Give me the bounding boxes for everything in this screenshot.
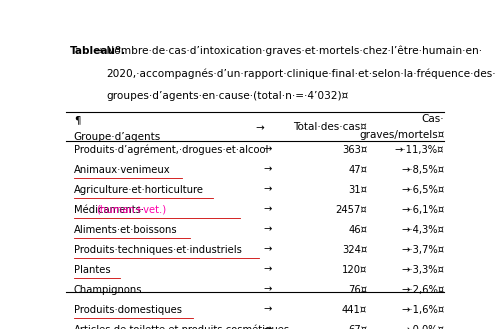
Text: →: → bbox=[263, 305, 271, 315]
Text: 67¤: 67¤ bbox=[348, 325, 367, 329]
Text: Cas·: Cas· bbox=[422, 114, 444, 124]
Text: Médicaments·: Médicaments· bbox=[74, 205, 144, 215]
Text: Produits·techniques·et·industriels: Produits·techniques·et·industriels bbox=[74, 245, 242, 255]
Text: 31¤: 31¤ bbox=[348, 185, 367, 195]
Text: 47¤: 47¤ bbox=[348, 164, 367, 175]
Text: Groupe·d’agents: Groupe·d’agents bbox=[74, 132, 161, 142]
Text: →·8,5%¤: →·8,5%¤ bbox=[401, 164, 444, 175]
Text: 363¤: 363¤ bbox=[342, 145, 367, 155]
Text: 46¤: 46¤ bbox=[348, 225, 367, 235]
Text: →·0,0%¤: →·0,0%¤ bbox=[401, 325, 444, 329]
Text: 2457¤: 2457¤ bbox=[335, 205, 367, 215]
Text: Tableauº.: Tableauº. bbox=[70, 46, 126, 56]
Text: Animaux·venimeux: Animaux·venimeux bbox=[74, 164, 170, 175]
Text: →·11,3%¤: →·11,3%¤ bbox=[395, 145, 444, 155]
Text: Aliments·et·boissons: Aliments·et·boissons bbox=[74, 225, 177, 235]
Text: →: → bbox=[263, 285, 271, 295]
Text: →: → bbox=[263, 205, 271, 215]
Text: →·3,3%¤: →·3,3%¤ bbox=[401, 265, 444, 275]
Text: →: → bbox=[255, 123, 264, 133]
Text: →·6,1%¤: →·6,1%¤ bbox=[401, 205, 444, 215]
Text: 441¤: 441¤ bbox=[342, 305, 367, 315]
Text: Produits·d’agrément,·drogues·et·alcool: Produits·d’agrément,·drogues·et·alcool bbox=[74, 145, 268, 155]
Text: →: → bbox=[263, 185, 271, 195]
Text: →·1,6%¤: →·1,6%¤ bbox=[401, 305, 444, 315]
Text: →·2,6%¤: →·2,6%¤ bbox=[401, 285, 444, 295]
Text: groupes·d’agents·en·cause·(total·n·=·4’032)¤: groupes·d’agents·en·cause·(total·n·=·4’0… bbox=[107, 91, 349, 101]
Text: 324¤: 324¤ bbox=[342, 245, 367, 255]
Text: →: → bbox=[263, 164, 271, 175]
Text: Agriculture·et·horticulture: Agriculture·et·horticulture bbox=[74, 185, 204, 195]
Text: 2020,·accompagnés·d’un·rapport·clinique·final·et·selon·la·fréquence·des·: 2020,·accompagnés·d’un·rapport·clinique·… bbox=[107, 69, 497, 79]
Text: →: → bbox=[263, 145, 271, 155]
Text: 120¤: 120¤ bbox=[342, 265, 367, 275]
Text: 76¤: 76¤ bbox=[348, 285, 367, 295]
Text: ¶: ¶ bbox=[74, 115, 80, 125]
Text: →: → bbox=[263, 265, 271, 275]
Text: →·4,3%¤: →·4,3%¤ bbox=[401, 225, 444, 235]
Text: →·6,5%¤: →·6,5%¤ bbox=[401, 185, 444, 195]
Text: graves/mortels¤: graves/mortels¤ bbox=[359, 130, 444, 140]
Text: Champignons: Champignons bbox=[74, 285, 142, 295]
Text: →·3,7%¤: →·3,7%¤ bbox=[401, 245, 444, 255]
Text: → Nombre·de·cas·d’intoxication·graves·et·mortels·chez·l’être·humain·en·: → Nombre·de·cas·d’intoxication·graves·et… bbox=[91, 46, 483, 56]
Text: Plantes: Plantes bbox=[74, 265, 111, 275]
Text: →: → bbox=[263, 225, 271, 235]
Text: Total·des·cas¤: Total·des·cas¤ bbox=[293, 122, 367, 132]
Text: (human+vet.): (human+vet.) bbox=[97, 205, 167, 215]
Text: Produits·domestiques: Produits·domestiques bbox=[74, 305, 182, 315]
Text: Articles·de·toilette·et·produits·cosmétiques: Articles·de·toilette·et·produits·cosméti… bbox=[74, 325, 290, 329]
Text: →: → bbox=[263, 245, 271, 255]
Text: →: → bbox=[263, 325, 271, 329]
